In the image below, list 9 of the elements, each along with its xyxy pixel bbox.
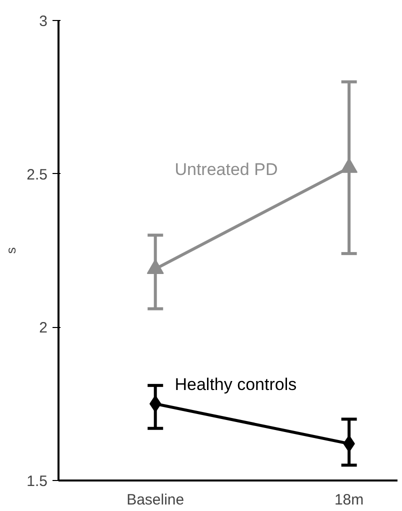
x-tick-label: 18m: [334, 492, 364, 508]
series-label: Healthy controls: [174, 374, 297, 394]
y-tick-label: 3: [39, 13, 48, 30]
x-tick-label: Baseline: [126, 492, 184, 508]
y-tick-label: 1.5: [26, 473, 48, 490]
y-tick-label: 2: [39, 320, 48, 337]
series-label: Untreated PD: [174, 160, 278, 179]
y-axis-title: s: [4, 246, 19, 254]
y-tick-label: 2.5: [26, 166, 48, 184]
